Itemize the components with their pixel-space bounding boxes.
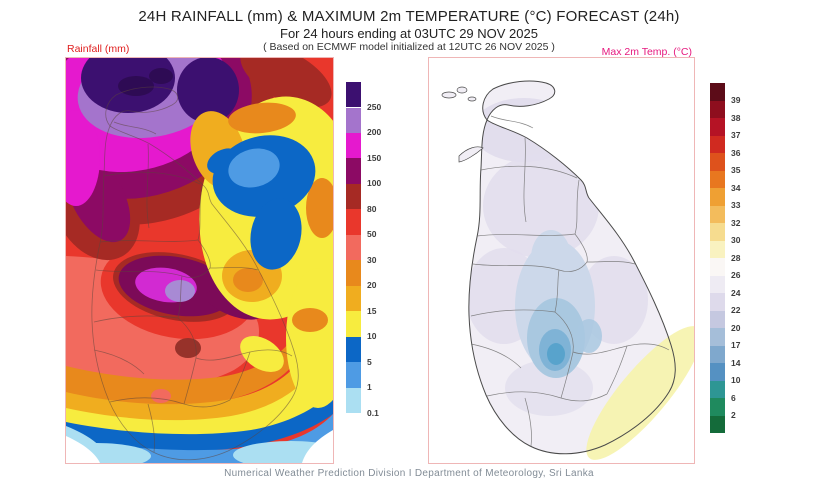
colorbar-label: 30 xyxy=(367,254,377,265)
colorbar-label: 39 xyxy=(731,95,741,105)
colorbar-label: 35 xyxy=(731,165,741,175)
colorbar-segment xyxy=(710,275,725,293)
colorbar-segment xyxy=(710,100,725,118)
colorbar-segment xyxy=(346,387,361,413)
colorbar-label: 24 xyxy=(731,287,741,298)
colorbar-segment xyxy=(710,205,725,223)
colorbar-label: 38 xyxy=(731,112,741,123)
colorbar-label: 0.1 xyxy=(367,407,379,418)
colorbar-label: 26 xyxy=(731,270,741,280)
colorbar-segment xyxy=(346,132,361,159)
colorbar-label: 14 xyxy=(731,357,741,368)
colorbar-segment xyxy=(710,240,725,258)
colorbar-segment xyxy=(346,158,361,184)
colorbar-segment xyxy=(710,135,725,153)
colorbar-segment xyxy=(710,223,725,241)
colorbar-segment xyxy=(710,118,725,136)
colorbar-label: 28 xyxy=(731,252,741,263)
temperature-panel-label: Max 2m Temp. (°C) xyxy=(601,46,692,58)
colorbar-segment xyxy=(710,328,725,346)
main-title: 24H RAINFALL (mm) & MAXIMUM 2m TEMPERATU… xyxy=(138,8,680,25)
colorbar-segment xyxy=(346,336,361,363)
colorbar-segment xyxy=(710,153,725,171)
colorbar-segment xyxy=(710,258,725,276)
temperature-map-graphic xyxy=(429,58,694,463)
colorbar-label: 10 xyxy=(731,375,741,385)
colorbar-label: 250 xyxy=(367,102,382,112)
colorbar-label: 36 xyxy=(731,147,741,158)
colorbar-label: 1 xyxy=(367,382,372,392)
colorbar-label: 37 xyxy=(731,130,741,140)
colorbar-label: 50 xyxy=(367,229,377,240)
colorbar-segment xyxy=(346,209,361,235)
colorbar-segment xyxy=(710,83,725,101)
colorbar-segment xyxy=(346,311,361,337)
colorbar-label: 20 xyxy=(367,280,377,291)
colorbar-segment xyxy=(346,285,361,312)
colorbar-label: 32 xyxy=(731,217,741,228)
colorbar-label: 15 xyxy=(367,305,377,316)
colorbar-segment xyxy=(710,293,725,311)
temperature-map-panel xyxy=(428,57,695,464)
colorbar-label: 10 xyxy=(367,331,377,342)
colorbar-segment xyxy=(710,188,725,206)
colorbar-segment xyxy=(710,398,725,416)
colorbar-label: 22 xyxy=(731,305,741,315)
colorbar-label: 2 xyxy=(731,410,736,420)
footer-credit: Numerical Weather Prediction Division I … xyxy=(224,468,594,479)
colorbar-segment xyxy=(346,183,361,210)
colorbar-segment xyxy=(710,170,725,188)
colorbar-segment xyxy=(710,310,725,328)
colorbar-segment xyxy=(346,107,361,133)
rainfall-colorbar: 250 200 150 100 80 50 30 20 15 10 5 1 0.1 xyxy=(346,82,406,417)
colorbar-segment xyxy=(346,362,361,388)
colorbar-segment xyxy=(346,260,361,286)
colorbar-label: 150 xyxy=(367,152,382,163)
colorbar-label: 200 xyxy=(367,127,382,138)
colorbar-segment xyxy=(710,363,725,381)
rainfall-panel-label: Rainfall (mm) xyxy=(67,43,130,55)
temperature-colorbar: 39 38 37 36 35 34 33 32 30 28 26 24 22 20 17 14 10 6 2 xyxy=(710,83,770,433)
colorbar-segment xyxy=(710,345,725,363)
colorbar-label: 30 xyxy=(731,235,741,245)
colorbar-label: 17 xyxy=(731,340,741,350)
colorbar-label: 20 xyxy=(731,322,741,333)
colorbar-label: 100 xyxy=(367,178,382,189)
colorbar-segment xyxy=(710,415,725,433)
colorbar-label: 34 xyxy=(731,182,741,193)
colorbar-segment xyxy=(710,380,725,398)
colorbar-segment xyxy=(346,234,361,261)
colorbar-segment xyxy=(346,82,361,108)
subtitle: For 24 hours ending at 03UTC 29 NOV 2025 xyxy=(280,26,538,41)
warm-coast-band xyxy=(586,326,694,460)
colorbar-label: 5 xyxy=(367,356,372,367)
colorbar-label: 33 xyxy=(731,200,741,210)
colorbar-label: 6 xyxy=(731,392,736,403)
colorbar-label: 80 xyxy=(367,203,377,214)
rainfall-contour-graphic xyxy=(66,58,333,463)
model-note: ( Based on ECMWF model initialized at 12… xyxy=(263,41,555,53)
rainfall-map-panel xyxy=(65,57,334,464)
